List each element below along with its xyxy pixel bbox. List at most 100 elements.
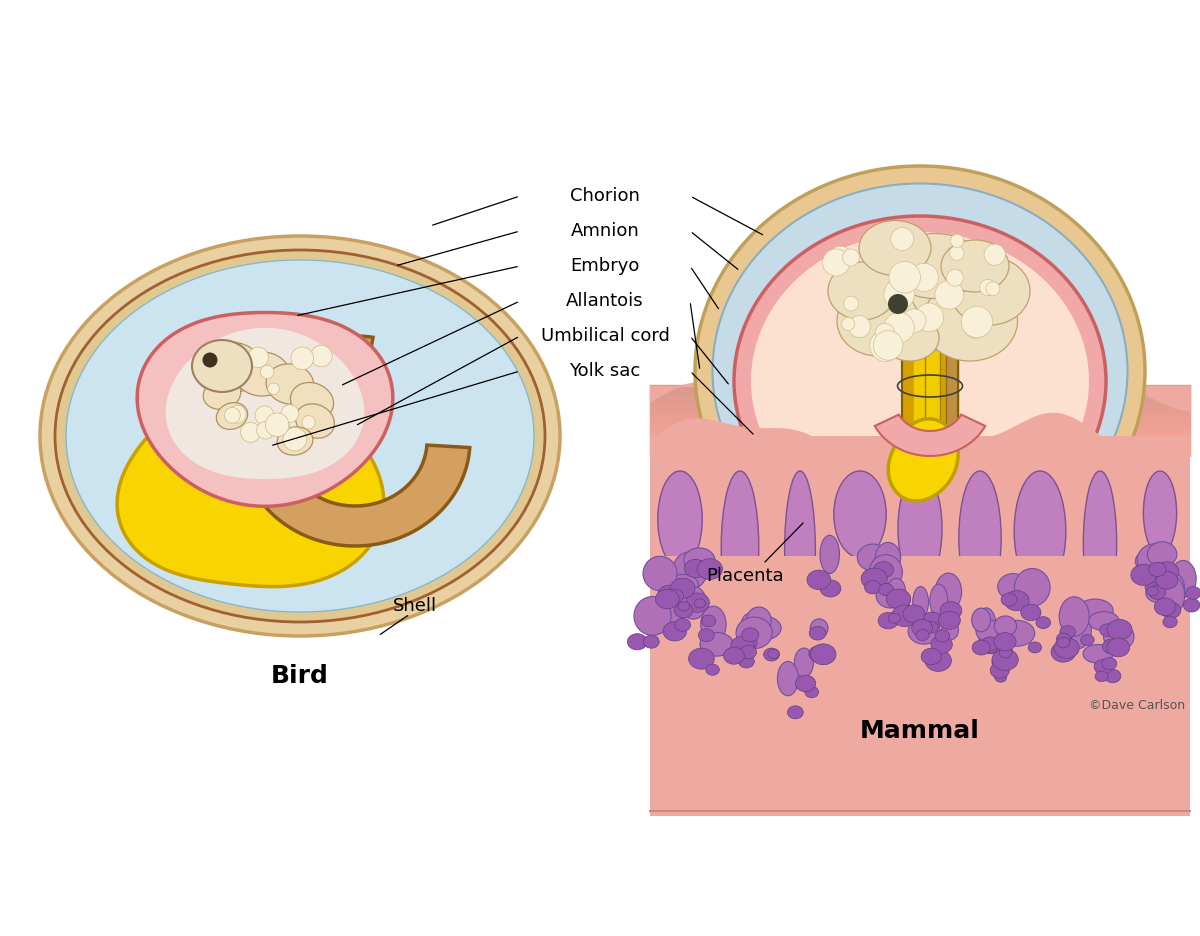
Ellipse shape [713,625,730,639]
Circle shape [874,330,902,360]
Ellipse shape [678,602,690,611]
Ellipse shape [1040,602,1052,613]
Ellipse shape [1117,598,1140,620]
Ellipse shape [66,260,534,612]
Ellipse shape [1034,619,1050,633]
Ellipse shape [839,611,863,632]
Ellipse shape [820,535,840,574]
Ellipse shape [1028,642,1042,653]
Ellipse shape [1009,561,1031,578]
Circle shape [260,365,274,379]
Ellipse shape [1064,611,1091,649]
Ellipse shape [1096,581,1109,593]
Ellipse shape [829,530,851,548]
Ellipse shape [832,571,868,595]
Ellipse shape [1084,645,1112,664]
Ellipse shape [1148,585,1165,599]
Circle shape [290,347,313,370]
Ellipse shape [1078,548,1099,575]
Ellipse shape [702,615,715,627]
Ellipse shape [842,628,865,650]
Circle shape [257,421,274,439]
Ellipse shape [822,602,853,642]
Circle shape [224,407,240,423]
Ellipse shape [810,644,836,665]
Circle shape [888,294,908,314]
Ellipse shape [668,619,707,639]
FancyBboxPatch shape [940,392,973,481]
Circle shape [947,270,964,286]
Ellipse shape [916,630,929,640]
Ellipse shape [980,637,1000,653]
Ellipse shape [972,608,990,632]
Polygon shape [650,386,1190,816]
Ellipse shape [1134,616,1151,632]
Ellipse shape [995,616,1016,636]
Circle shape [302,416,316,429]
Circle shape [902,309,926,332]
Ellipse shape [1000,648,1012,658]
Text: Amnion: Amnion [571,222,640,240]
Ellipse shape [668,575,698,595]
Ellipse shape [748,593,762,607]
Polygon shape [240,336,469,546]
Ellipse shape [1126,594,1158,620]
Ellipse shape [643,636,659,649]
Ellipse shape [944,655,964,672]
Ellipse shape [203,379,241,409]
Ellipse shape [740,645,756,659]
Ellipse shape [938,611,960,629]
Ellipse shape [1156,571,1177,589]
Ellipse shape [828,637,842,650]
Ellipse shape [1056,633,1070,645]
Ellipse shape [1099,624,1115,636]
Ellipse shape [1038,634,1060,653]
Ellipse shape [979,451,1042,568]
Ellipse shape [935,573,961,610]
Ellipse shape [1076,578,1102,601]
Ellipse shape [1037,570,1061,594]
Ellipse shape [728,618,746,635]
Circle shape [870,329,901,361]
Ellipse shape [995,636,1012,667]
Ellipse shape [1021,605,1040,621]
Ellipse shape [902,605,925,623]
Ellipse shape [721,471,758,622]
Ellipse shape [787,706,803,719]
Text: Allantois: Allantois [566,292,644,310]
Ellipse shape [976,564,1000,592]
Ellipse shape [876,583,905,608]
Ellipse shape [1006,621,1024,636]
Ellipse shape [924,622,938,633]
Ellipse shape [874,591,900,626]
Ellipse shape [1144,471,1177,555]
Ellipse shape [859,221,931,275]
Ellipse shape [990,663,1009,679]
Ellipse shape [912,620,932,636]
Circle shape [256,406,274,425]
Ellipse shape [1081,635,1094,646]
Ellipse shape [709,577,731,595]
Ellipse shape [728,635,745,650]
Ellipse shape [875,543,901,574]
Ellipse shape [704,625,726,644]
Ellipse shape [810,619,828,637]
Ellipse shape [769,528,791,546]
Ellipse shape [658,471,702,567]
Ellipse shape [664,622,686,641]
Ellipse shape [922,648,941,665]
Ellipse shape [857,544,889,571]
Ellipse shape [914,622,940,644]
Circle shape [984,244,1006,265]
Ellipse shape [701,607,726,643]
Circle shape [828,246,852,270]
Ellipse shape [736,617,773,649]
Ellipse shape [972,623,991,640]
Ellipse shape [1022,635,1039,651]
Ellipse shape [674,619,690,631]
Ellipse shape [1147,542,1177,567]
Ellipse shape [908,619,941,644]
Ellipse shape [898,471,942,586]
Ellipse shape [852,619,876,640]
Ellipse shape [1103,639,1121,653]
